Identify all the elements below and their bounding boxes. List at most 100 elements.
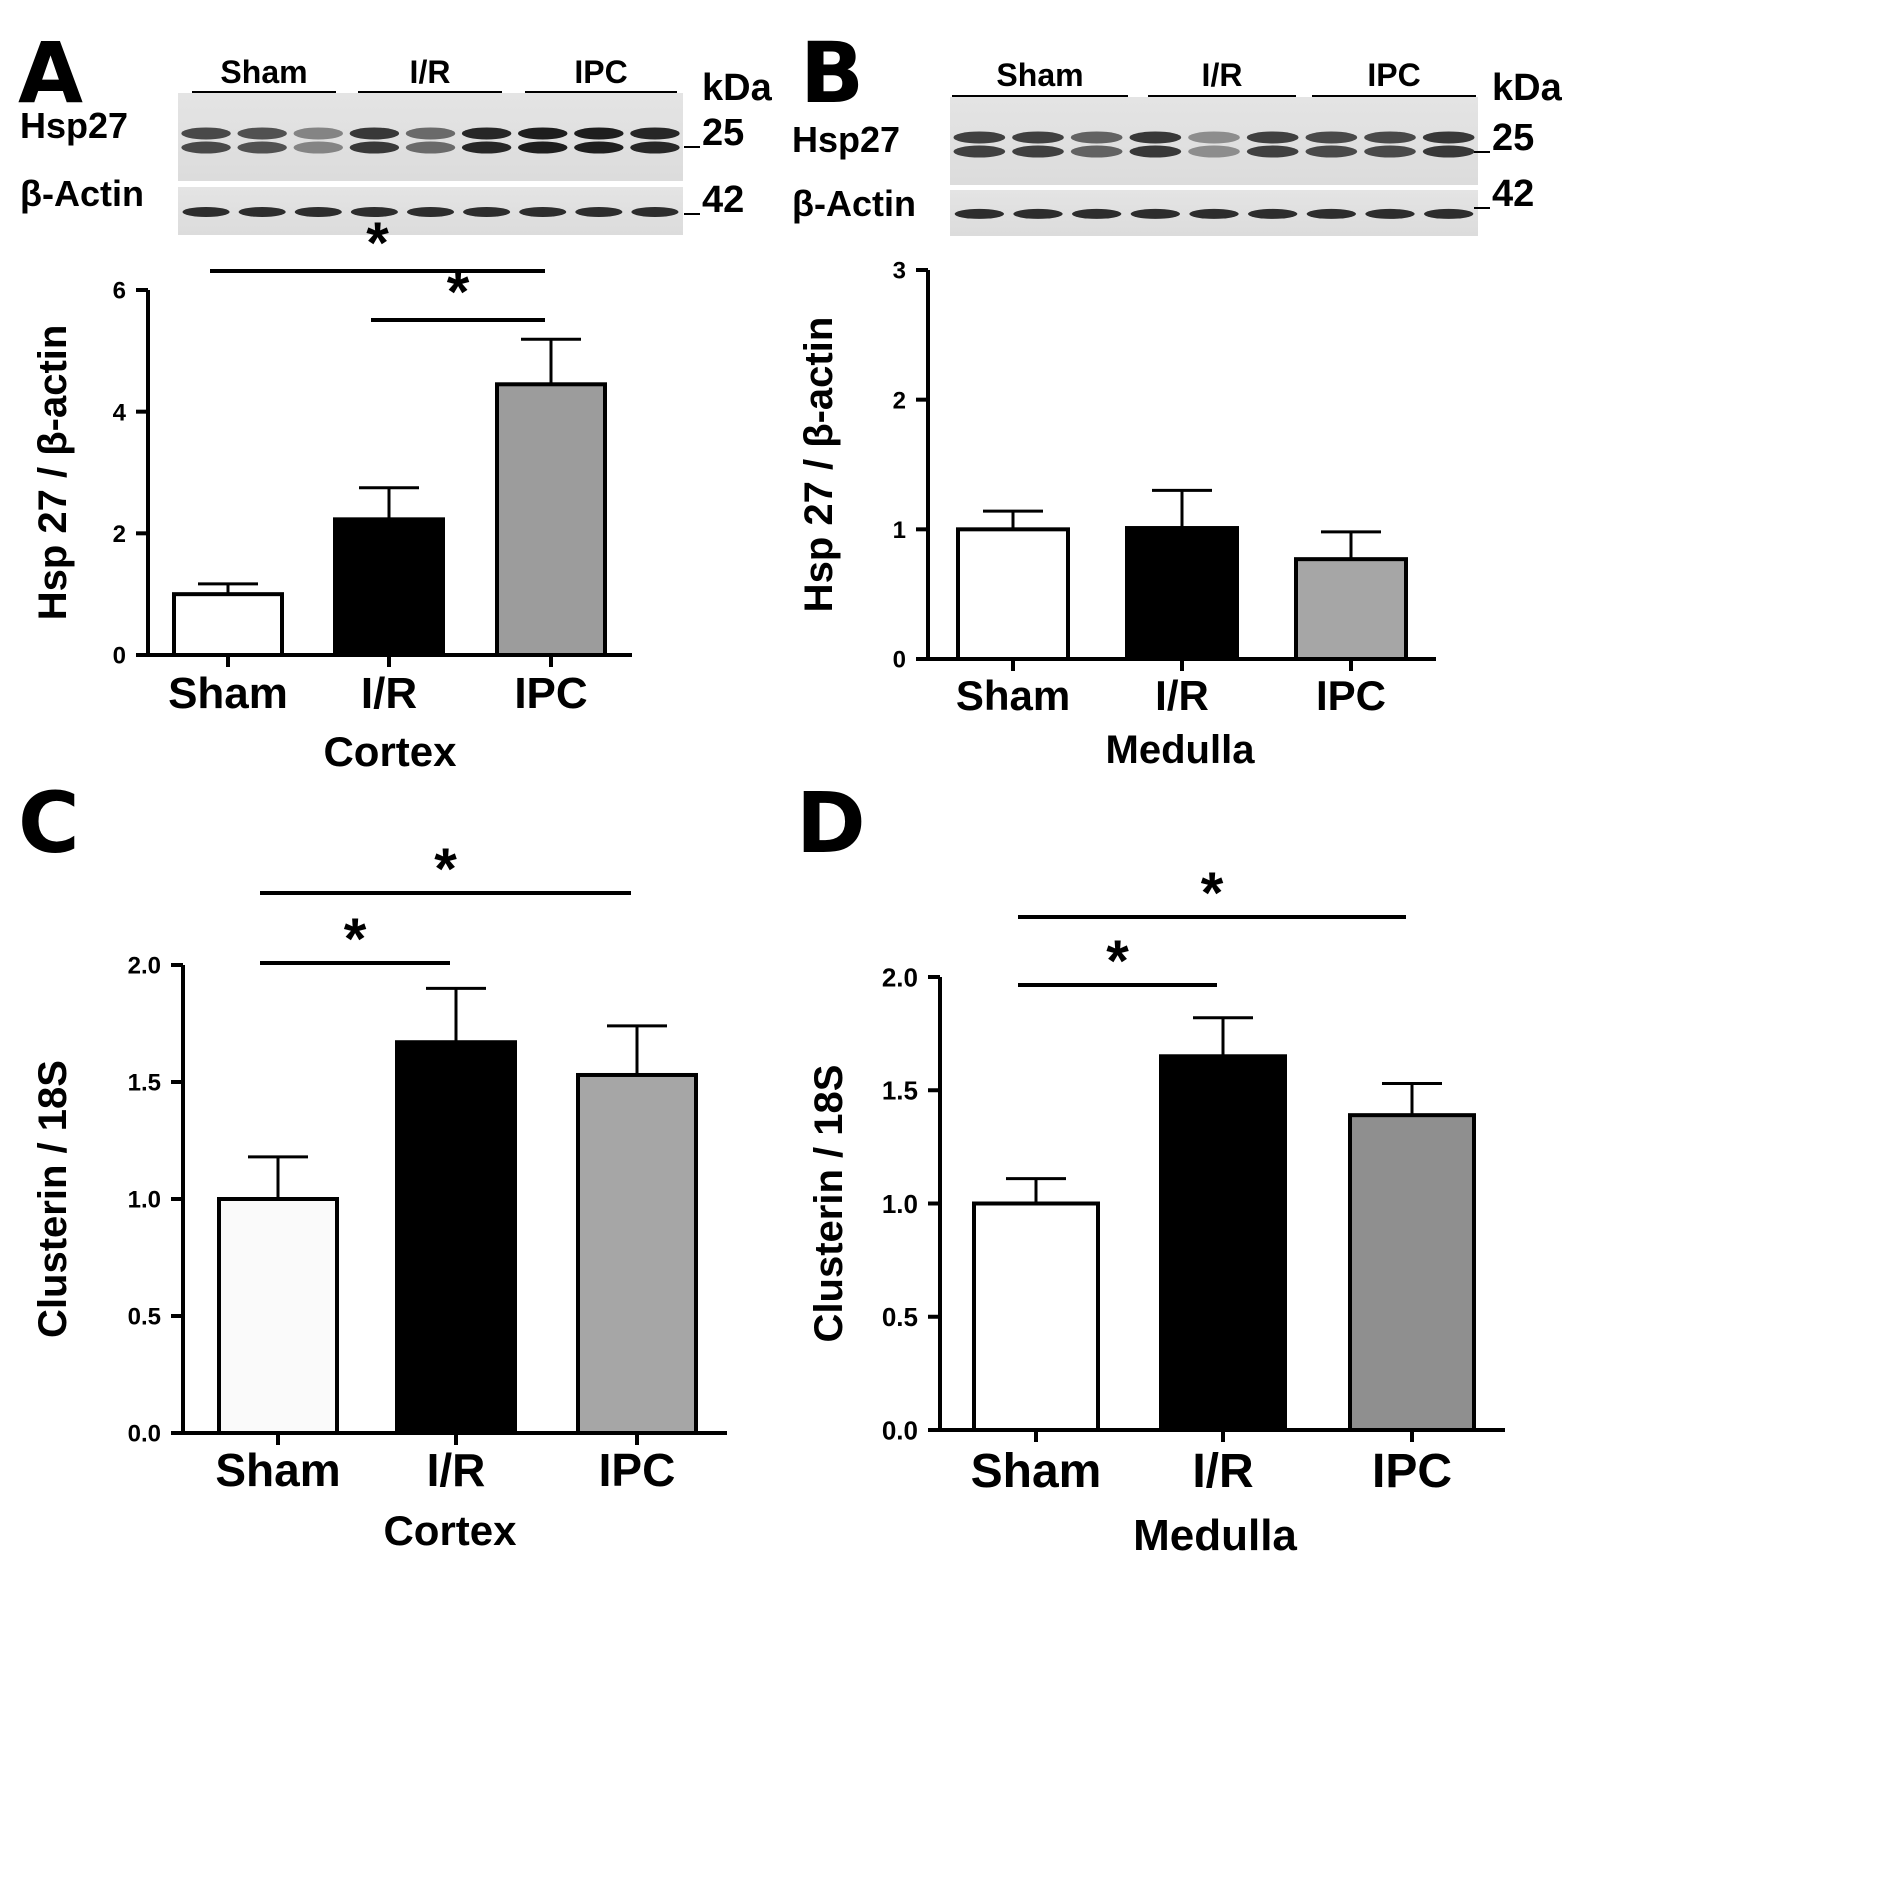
blot-band (953, 131, 1006, 144)
bar-sham (956, 527, 1070, 661)
blot-group-label: I/R (410, 54, 451, 90)
y-tick-label: 2.0 (128, 953, 161, 980)
blot-label-hsp27: Hsp27 (792, 119, 900, 160)
blot-band (181, 141, 231, 154)
bar-ipc (1294, 557, 1408, 662)
kda-42: 42 (702, 179, 744, 221)
panel-letter: B (800, 24, 864, 122)
blot-band (293, 127, 343, 140)
blot-band (405, 141, 456, 154)
blot-band (1246, 145, 1299, 158)
y-tick-label: 0.5 (882, 1302, 918, 1332)
significance-star: * (1201, 861, 1224, 926)
blot-band (1305, 131, 1358, 144)
x-tick-label: Sham (971, 1445, 1102, 1498)
blot-band (406, 206, 455, 217)
blot-group-label: Sham (220, 54, 307, 90)
blot-band (237, 127, 287, 140)
blot-group-label: IPC (1367, 57, 1420, 93)
y-tick-label: 0.5 (128, 1304, 161, 1331)
y-tick-label: 0 (113, 643, 126, 670)
significance-star: * (366, 211, 389, 276)
y-tick-label: 2 (893, 387, 906, 414)
blot-band (1012, 145, 1064, 158)
y-tick-label: 1.0 (882, 1189, 918, 1219)
x-tick-label: I/R (361, 669, 417, 718)
y-tick-label: 3 (893, 258, 906, 285)
significance-star: * (434, 837, 457, 902)
significance-star: * (344, 907, 367, 972)
blot-band (294, 206, 342, 217)
blot-band (953, 145, 1006, 158)
blot-band (1365, 208, 1415, 219)
panel-letter: D (796, 774, 866, 872)
x-axis-label: Medulla (1106, 728, 1256, 772)
blot-band (349, 141, 400, 154)
blot-band (1189, 208, 1239, 219)
blot-band (1129, 145, 1182, 158)
panel-letter: A (18, 24, 83, 122)
blot-band (1072, 208, 1122, 219)
blot-band (237, 141, 287, 154)
y-tick-label: 1.5 (882, 1076, 918, 1106)
x-tick-label: IPC (1372, 1445, 1452, 1498)
kda-25: 25 (702, 112, 744, 154)
blot-band (463, 206, 511, 217)
kda-25: 25 (1492, 117, 1534, 159)
blot-label-actin: β-Actin (20, 173, 144, 214)
blot-band (349, 127, 400, 140)
blot-band (1188, 131, 1240, 144)
kda-label: kDa (702, 67, 773, 109)
bar-ir (1159, 1054, 1287, 1433)
blot-band (1305, 145, 1358, 158)
blot-band (630, 127, 680, 140)
y-tick-label: 2 (113, 521, 126, 548)
bar-ir (1125, 526, 1239, 662)
bar-sham (972, 1201, 1100, 1432)
blot-band (575, 206, 623, 217)
blot-band (405, 127, 456, 140)
blot-label-actin: β-Actin (792, 183, 916, 224)
significance-star: * (447, 260, 470, 325)
blot-band (1070, 131, 1123, 144)
bar-ipc (576, 1072, 698, 1435)
blot-band (293, 141, 343, 154)
blot-band (182, 206, 230, 217)
x-tick-label: IPC (514, 669, 587, 718)
x-axis-label: Medulla (1133, 1511, 1297, 1560)
significance-star: * (1106, 929, 1129, 994)
blot-band (1364, 131, 1416, 144)
kda-label: kDa (1492, 67, 1563, 109)
y-axis-label: Hsp 27 / β-actin (797, 317, 841, 613)
blot-band (1129, 131, 1182, 144)
y-tick-label: 6 (113, 278, 126, 305)
blot-band (574, 127, 624, 140)
blot-band (1422, 131, 1475, 144)
panel-d: D 0.0 0.5 1.0 1.5 2.0 Sham I/R IPC Medulla Cluster… (796, 774, 1505, 1560)
bar-sham (217, 1197, 339, 1435)
x-tick-label: I/R (1155, 672, 1209, 719)
blot-group-label: Sham (996, 57, 1083, 93)
blot-group-label: I/R (1202, 57, 1243, 93)
y-tick-label: 1 (893, 517, 906, 544)
bar-sham (172, 592, 284, 658)
x-tick-label: Sham (215, 1444, 340, 1496)
x-tick-label: IPC (1316, 672, 1386, 719)
bar-ipc (495, 382, 607, 657)
blot-band (1306, 208, 1356, 219)
y-tick-label: 0.0 (882, 1415, 918, 1445)
blot-label-hsp27: Hsp27 (20, 105, 128, 146)
bar-ir (333, 517, 445, 658)
blot-band (181, 127, 231, 140)
x-axis-label: Cortex (383, 1507, 517, 1554)
blot-band (1424, 208, 1474, 219)
blot-band (350, 206, 398, 217)
blot-band (518, 127, 568, 140)
blot-band (1070, 145, 1123, 158)
blot-band (238, 206, 286, 217)
panel-c: C 0.0 0.5 1.0 1.5 2.0 Sham I/R IPC Cortex Clusteri… (18, 774, 727, 1554)
panel-b: B Sham I/R IPC Hsp27 β-Actin kDa 25 42 0 1 2 3 Sham I/… (792, 24, 1563, 772)
y-axis-label: Clusterin / 18S (807, 1065, 851, 1343)
blot-band (1246, 131, 1299, 144)
